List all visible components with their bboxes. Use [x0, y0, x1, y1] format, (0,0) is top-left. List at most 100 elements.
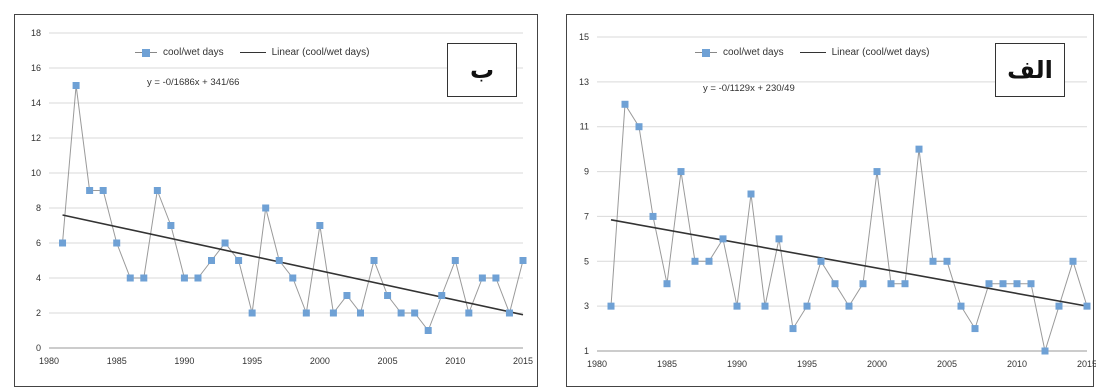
y-tick-label: 0	[36, 343, 41, 353]
legend-trend-symbol	[799, 51, 826, 54]
data-point	[1083, 302, 1091, 310]
data-point	[180, 274, 188, 282]
data-point	[153, 187, 161, 194]
data-point	[329, 309, 337, 317]
y-tick-label: 13	[579, 77, 589, 87]
data-point	[275, 257, 283, 264]
legend-right: cool/wet days Linear (cool/wet days)	[695, 47, 929, 58]
data-point	[424, 327, 432, 334]
data-point	[208, 257, 216, 264]
chart-left-plot: 0 2 4 6 8 10 12 14 16 18 1980 1985 1990 1995 2000 2005 2…	[31, 28, 533, 366]
x-tick-label: 2010	[1007, 359, 1027, 369]
data-point	[194, 274, 202, 282]
data-point	[691, 257, 699, 265]
data-point	[86, 187, 94, 194]
y-tick-label: 4	[36, 273, 41, 283]
x-tick-label: 1990	[727, 359, 747, 369]
legend-trend-label: Linear (cool/wet days)	[271, 47, 370, 58]
y-tick-label: 10	[31, 168, 41, 178]
x-tick-label: 2000	[310, 356, 330, 366]
data-point	[221, 239, 229, 247]
y-tick-label: 11	[580, 122, 589, 132]
x-tick-label: 1980	[587, 359, 607, 369]
data-point	[397, 309, 405, 317]
y-tick-label: 3	[584, 301, 589, 311]
legend-series-label: cool/wet days	[723, 47, 784, 58]
data-point	[519, 257, 527, 264]
y-tick-label: 6	[36, 238, 41, 248]
data-point	[663, 280, 671, 288]
y-tick-label: 15	[579, 32, 589, 42]
x-tick-label: 2005	[378, 356, 398, 366]
data-point	[789, 325, 797, 333]
data-point	[451, 257, 459, 264]
x-tick-label: 1985	[657, 359, 677, 369]
data-point	[901, 280, 909, 288]
y-tick-label: 1	[584, 346, 589, 356]
x-tick-label: 1980	[39, 356, 59, 366]
data-point	[719, 235, 727, 243]
data-point	[384, 292, 392, 299]
data-point	[957, 302, 965, 310]
x-tick-label: 1995	[242, 356, 262, 366]
data-point	[465, 309, 473, 317]
data-point	[985, 280, 993, 288]
data-point	[411, 309, 419, 317]
data-point	[873, 168, 881, 176]
data-point	[316, 222, 324, 229]
data-point	[262, 204, 270, 212]
x-tick-label: 1990	[174, 356, 194, 366]
y-tick-label: 5	[584, 256, 589, 266]
data-point	[761, 302, 769, 310]
data-point	[1013, 280, 1021, 288]
data-point	[621, 100, 629, 108]
data-point	[677, 168, 685, 176]
legend-trend-label: Linear (cool/wet days)	[831, 47, 930, 58]
data-point	[478, 274, 486, 282]
data-point	[635, 123, 643, 131]
data-point	[370, 257, 378, 264]
data-point	[607, 302, 615, 310]
y-tick-label: 2	[36, 308, 41, 318]
data-point	[140, 274, 148, 282]
data-point	[99, 187, 107, 194]
trend-equation-right: y = -0/1129x + 230/49	[703, 83, 795, 94]
data-point	[505, 309, 513, 317]
series-line	[610, 102, 1088, 353]
data-point	[929, 257, 937, 265]
chart-panel-left: 0 2 4 6 8 10 12 14 16 18 1980 1985 1990 1995 2000 2005 2…	[14, 14, 538, 387]
y-tick-label: 9	[584, 167, 589, 177]
data-point	[999, 280, 1007, 288]
data-point	[126, 274, 134, 282]
legend-marker-symbol	[135, 48, 157, 58]
legend-marker-symbol	[695, 48, 717, 58]
panel-label-right: الف	[995, 43, 1065, 97]
data-point	[113, 239, 121, 247]
data-point	[356, 309, 364, 317]
x-tick-label: 1995	[797, 359, 817, 369]
x-tick-label: 2015	[1077, 359, 1096, 369]
y-tick-label: 12	[31, 133, 41, 143]
trend-line	[62, 214, 524, 316]
data-point	[831, 280, 839, 288]
data-point	[72, 82, 80, 89]
data-point	[747, 190, 755, 198]
legend-series-label: cool/wet days	[163, 47, 224, 58]
x-tick-label: 2005	[937, 359, 957, 369]
data-point	[492, 274, 500, 282]
data-point	[803, 302, 811, 310]
y-tick-label: 7	[584, 211, 589, 221]
trend-line	[610, 219, 1088, 307]
data-point	[845, 302, 853, 310]
chart-panel-right: 1 3 5 7 9 11 13 15 1980 1985 1990 1995 2000 2005 2010 2…	[566, 14, 1096, 387]
data-point	[887, 280, 895, 288]
x-tick-label: 1985	[107, 356, 127, 366]
panel-label-left: ب	[447, 43, 517, 97]
y-tick-label: 18	[31, 28, 41, 38]
data-point	[915, 145, 923, 153]
data-point	[817, 257, 825, 265]
data-point	[289, 274, 297, 282]
y-tick-label: 14	[31, 98, 41, 108]
x-tick-label: 2010	[445, 356, 465, 366]
